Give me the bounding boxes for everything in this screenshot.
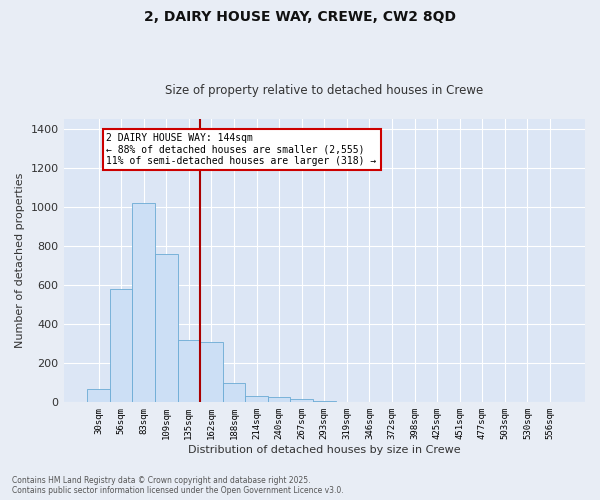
Bar (245, 396, 268, 402)
Bar (178, 340, 200, 402)
Text: 2 DAIRY HOUSE WAY: 144sqm
← 88% of detached houses are smaller (2,555)
11% of se: 2 DAIRY HOUSE WAY: 144sqm ← 88% of detac… (106, 132, 377, 166)
Bar (133, 203, 155, 402)
Y-axis label: Number of detached properties: Number of detached properties (15, 173, 25, 348)
Bar (268, 398, 290, 402)
Text: Contains HM Land Registry data © Crown copyright and database right 2025.
Contai: Contains HM Land Registry data © Crown c… (12, 476, 344, 495)
Bar (200, 342, 223, 402)
Bar (155, 254, 178, 402)
Bar (110, 289, 133, 403)
X-axis label: Distribution of detached houses by size in Crewe: Distribution of detached houses by size … (188, 445, 461, 455)
Text: 2, DAIRY HOUSE WAY, CREWE, CW2 8QD: 2, DAIRY HOUSE WAY, CREWE, CW2 8QD (144, 10, 456, 24)
Bar (290, 400, 313, 402)
Bar (87, 388, 110, 402)
Title: Size of property relative to detached houses in Crewe: Size of property relative to detached ho… (165, 84, 484, 97)
Bar (223, 383, 245, 402)
